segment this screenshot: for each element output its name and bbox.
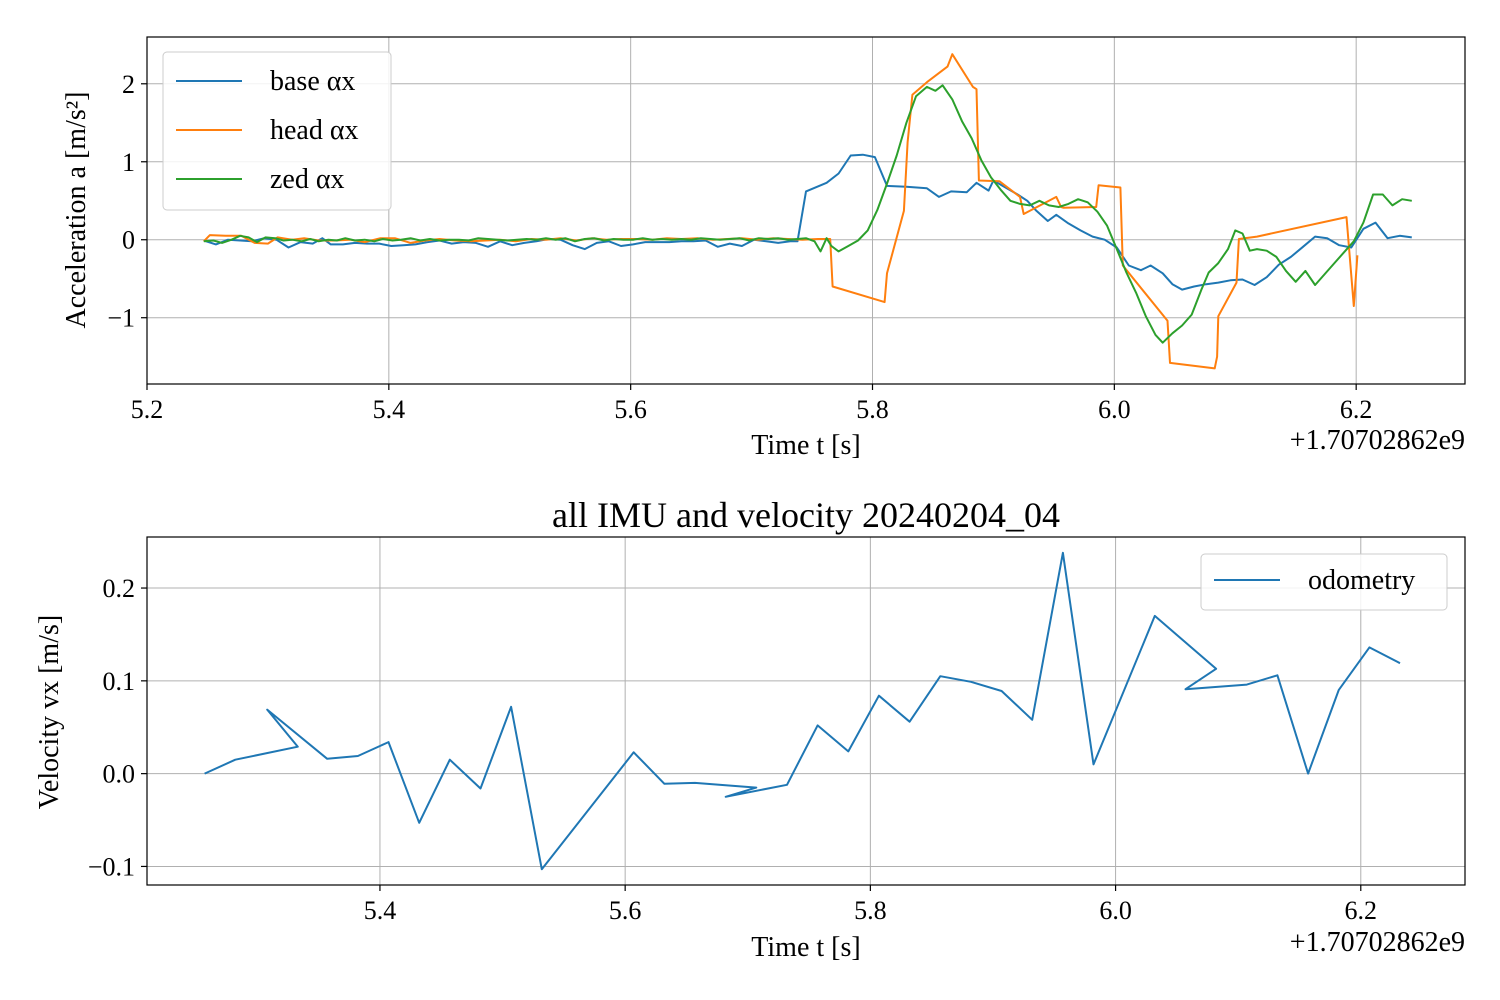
acceleration-x-tick-label: 5.2 (131, 395, 164, 424)
acceleration-series-group (203, 53, 1412, 370)
acceleration-y-tick-label: −1 (107, 304, 135, 333)
velocity-y-tick-label: 0.0 (103, 760, 136, 789)
velocity-grid (147, 537, 1465, 885)
acceleration-y-tick-label: 0 (122, 226, 135, 255)
velocity-legend-box (1200, 553, 1448, 611)
acceleration-legend: base αx head αx zed αx (162, 51, 392, 211)
figure-title: all IMU and velocity 20240204_04 (552, 495, 1060, 535)
acceleration-x-tick-label: 6.0 (1098, 395, 1131, 424)
velocity-x-tick-label: 6.0 (1099, 896, 1132, 925)
acceleration-chart: 5.2 5.4 5.6 5.8 6.0 6.2 −1 0 1 2 Time t [s] +1.70… (61, 36, 1466, 461)
acceleration-x-tick-label: 5.4 (373, 395, 406, 424)
acceleration-y-axis-label: Acceleration a [m/s²] (61, 92, 92, 329)
acceleration-legend-box (162, 51, 392, 211)
velocity-x-tick-label: 5.6 (609, 896, 642, 925)
acceleration-y-tick-label: 2 (122, 70, 135, 99)
velocity-series-group (204, 551, 1401, 871)
acceleration-series-head-line (203, 53, 1359, 370)
acceleration-legend-head-label: head αx (270, 115, 359, 146)
velocity-legend-odometry-label: odometry (1308, 565, 1415, 596)
acceleration-ticks: 5.2 5.4 5.6 5.8 6.0 6.2 −1 0 1 2 (107, 70, 1372, 424)
velocity-chart: 5.4 5.6 5.8 6.0 6.2−0.10.00.10.2 Time t [s] … (34, 536, 1466, 963)
acceleration-legend-base-label: base αx (270, 66, 355, 97)
acceleration-y-tick-label: 1 (122, 148, 135, 177)
velocity-y-tick-label: −0.1 (88, 852, 135, 881)
acceleration-x-tick-label: 5.6 (614, 395, 647, 424)
velocity-plot-frame (146, 536, 1466, 886)
acceleration-legend-zed-label: zed αx (270, 164, 345, 195)
velocity-y-tick-label: 0.1 (103, 667, 136, 696)
acceleration-series-base-line (203, 153, 1412, 291)
velocity-ticks: 5.4 5.6 5.8 6.0 6.2 −0.1 0.0 0.1 0.2 (88, 574, 1377, 925)
velocity-x-tick-label: 6.2 (1345, 896, 1378, 925)
velocity-y-axis-label: Velocity vx [m/s] (34, 615, 65, 809)
velocity-x-tick-label: 5.4 (364, 896, 397, 925)
acceleration-x-tick-label: 6.2 (1340, 395, 1373, 424)
acceleration-x-tick-label: 5.8 (856, 395, 889, 424)
acceleration-series-zed-line (203, 84, 1412, 344)
velocity-legend: odometry (1200, 553, 1448, 611)
velocity-x-axis-label: Time t [s] (751, 932, 860, 963)
velocity-x-offset-label: +1.70702862e9 (1290, 927, 1465, 958)
velocity-x-tick-label: 5.8 (854, 896, 887, 925)
acceleration-x-offset-label: +1.70702862e9 (1290, 425, 1465, 456)
acceleration-plot-frame (146, 36, 1466, 385)
acceleration-x-axis-label: Time t [s] (751, 430, 860, 461)
velocity-y-tick-label: 0.2 (103, 574, 136, 603)
velocity-series-odometry-line (204, 551, 1401, 871)
